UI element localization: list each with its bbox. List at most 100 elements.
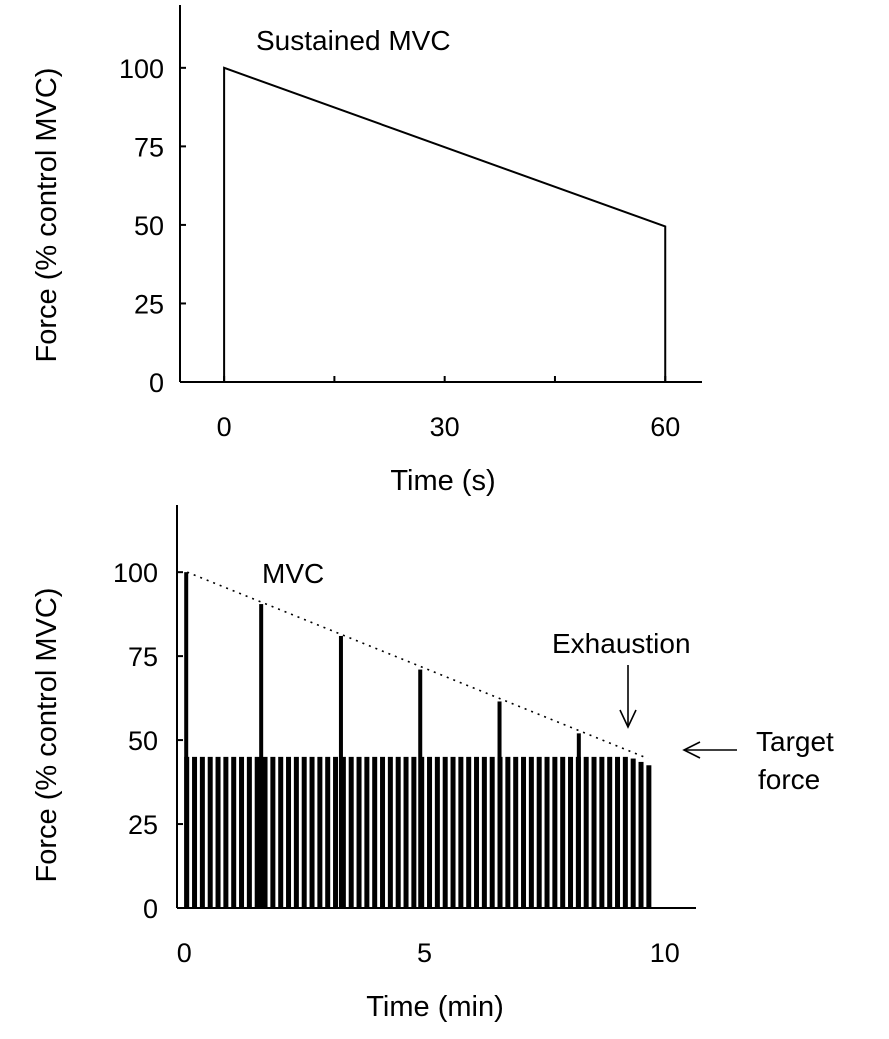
target-contraction-bar — [364, 756, 370, 908]
y-ticks: 0 25 50 75 100 — [113, 558, 183, 924]
target-contraction-bar — [239, 756, 245, 908]
target-contraction-bar — [348, 756, 354, 908]
y-tick-label: 0 — [143, 894, 158, 924]
target-contraction-bar — [521, 756, 527, 908]
target-contraction-bar — [622, 756, 628, 908]
target-contraction-bar — [450, 756, 456, 908]
target-contraction-bar — [254, 756, 260, 908]
y-tick-label: 100 — [113, 558, 158, 588]
target-contraction-bar — [427, 756, 433, 908]
mvc-trend-line — [186, 571, 649, 760]
mvc-label: MVC — [262, 558, 324, 589]
target-contraction-bar — [630, 758, 636, 908]
y-axis-title: Force (% control MVC) — [31, 68, 63, 363]
target-contraction-bar — [340, 756, 346, 908]
target-contraction-bar — [309, 756, 315, 908]
target-contraction-bar — [301, 756, 307, 908]
target-contraction-bar — [215, 756, 221, 908]
target-contraction-bar — [223, 756, 229, 908]
target-contraction-bar — [192, 756, 198, 908]
target-contraction-bar — [552, 756, 558, 908]
x-ticks: 0 5 10 — [177, 938, 680, 968]
target-contraction-bar — [356, 756, 362, 908]
target-contraction-bar — [286, 756, 292, 908]
target-contraction-bar — [466, 756, 472, 908]
target-contraction-bar — [380, 756, 386, 908]
target-contraction-bar — [591, 756, 597, 908]
target-contraction-bar — [442, 756, 448, 908]
target-contraction-bar — [395, 756, 401, 908]
force-trace — [223, 66, 667, 382]
y-axis-title: Force (% control MVC) — [31, 588, 63, 883]
target-contraction-bar — [325, 756, 331, 908]
y-tick-label: 50 — [134, 211, 164, 241]
target-contraction-bar — [568, 756, 574, 908]
x-tick-label: 0 — [177, 938, 192, 968]
y-tick-label: 75 — [134, 132, 164, 162]
x-axis-title: Time (s) — [390, 465, 495, 497]
target-contraction-bar — [528, 756, 534, 908]
target-contraction-bar — [372, 756, 378, 908]
x-tick-label: 0 — [217, 412, 232, 442]
target-contraction-bar — [387, 756, 393, 908]
x-axis-title: Time (min) — [366, 991, 503, 1023]
target-contraction-bar — [262, 756, 268, 908]
exhaustion-arrow — [619, 665, 637, 729]
target-force-arrow — [682, 741, 737, 759]
y-tick-label: 0 — [149, 368, 164, 398]
target-contraction-bar — [544, 756, 550, 908]
target-contraction-bar — [513, 756, 519, 908]
target-contraction-bar — [474, 756, 480, 908]
target-contraction-bar — [646, 765, 652, 908]
target-contraction-bar — [505, 756, 511, 908]
target-contraction-bar — [583, 756, 589, 908]
mvc-contraction-bar — [338, 635, 343, 908]
target-contraction-bar — [638, 761, 644, 908]
y-tick-label: 100 — [119, 54, 164, 84]
y-tick-label: 25 — [128, 810, 158, 840]
x-ticks: 0 30 60 — [217, 376, 680, 442]
target-contraction-bar — [270, 756, 276, 908]
target-label-line1: Target — [756, 726, 834, 757]
target-contraction-bar — [246, 756, 252, 908]
x-tick-label: 5 — [417, 938, 432, 968]
target-contraction-bar — [560, 756, 566, 908]
mvc-contraction-bar — [497, 701, 502, 908]
target-contraction-bar — [278, 756, 284, 908]
x-tick-label: 30 — [430, 412, 460, 442]
target-contraction-bar — [458, 756, 464, 908]
mvc-contraction-bar — [418, 669, 423, 908]
mvc-contraction-bar — [259, 604, 264, 908]
target-label-line2: force — [758, 764, 820, 795]
y-tick-label: 25 — [134, 289, 164, 319]
target-contraction-bar — [434, 756, 440, 908]
y-tick-label: 75 — [128, 642, 158, 672]
mvc-contractions — [184, 572, 581, 908]
target-contraction-bar — [489, 756, 495, 908]
target-contraction-bar — [536, 756, 542, 908]
target-contraction-bar — [333, 756, 339, 908]
x-tick-label: 60 — [650, 412, 680, 442]
exhaustion-label: Exhaustion — [552, 628, 691, 659]
y-tick-label: 50 — [128, 726, 158, 756]
target-contraction-bar — [607, 756, 613, 908]
target-contraction-bar — [231, 756, 237, 908]
sustained-mvc-label: Sustained MVC — [256, 25, 451, 56]
target-contraction-bar — [615, 756, 621, 908]
target-contractions — [184, 756, 652, 908]
target-contraction-bar — [599, 756, 605, 908]
target-contraction-bar — [403, 756, 409, 908]
target-contraction-bar — [199, 756, 205, 908]
y-ticks: 0 25 50 75 100 — [119, 54, 186, 398]
x-tick-label: 10 — [650, 938, 680, 968]
target-contraction-bar — [481, 756, 487, 908]
mvc-contraction-bar — [576, 733, 581, 908]
target-contraction-bar — [317, 756, 323, 908]
target-contraction-bar — [293, 756, 299, 908]
mvc-contraction-bar — [184, 572, 189, 908]
target-contraction-bar — [207, 756, 213, 908]
intermittent-contractions-chart: 0 25 50 75 100 0 5 10 MVC Exhaustion Target fo… — [31, 505, 834, 1023]
target-contraction-bar — [411, 756, 417, 908]
